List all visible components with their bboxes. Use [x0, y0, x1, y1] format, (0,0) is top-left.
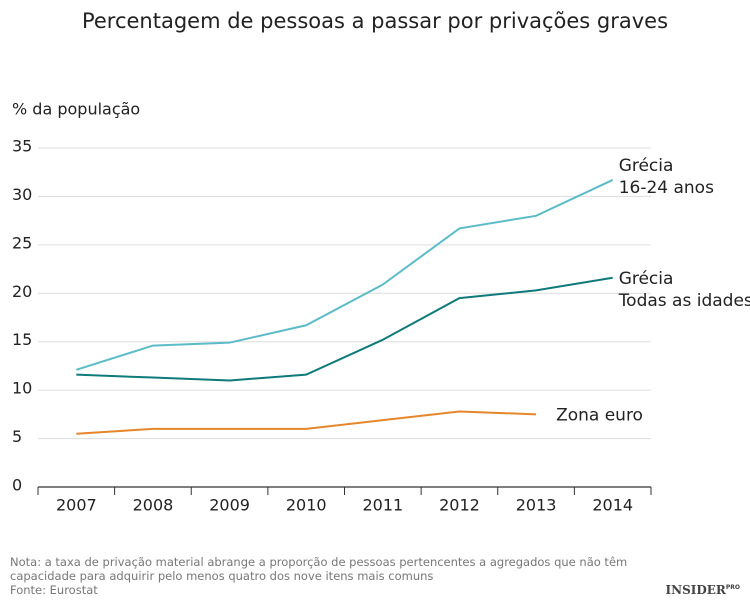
x-tick-label: 2013	[516, 496, 557, 515]
y-tick-label: 30	[12, 185, 32, 204]
x-tick-label: 2008	[133, 496, 174, 515]
series-label-line: 16-24 anos	[619, 178, 714, 198]
brand-suffix: PRO	[725, 584, 740, 591]
x-tick-label: 2011	[362, 496, 403, 515]
series-label: Grécia 16-24 anos	[619, 156, 714, 198]
chart-title: Percentagem de pessoas a passar por priv…	[82, 9, 668, 33]
y-axis-label: % da população	[12, 100, 140, 119]
note: Nota: a taxa de privação material abrang…	[10, 555, 628, 583]
y-tick-label: 0	[12, 476, 22, 495]
series-label: Zona euro	[556, 405, 643, 425]
y-tick-label: 10	[12, 379, 32, 398]
x-tick-label: 2010	[286, 496, 327, 515]
line	[76, 410, 537, 435]
series-label-line: Grécia	[619, 156, 679, 176]
y-tick-label: 15	[12, 330, 32, 349]
series-label-line: Grécia	[619, 269, 679, 289]
brand-name: INSIDER	[665, 583, 726, 597]
brand: INSIDERPRO	[665, 583, 740, 597]
source: Fonte: Eurostat	[10, 583, 98, 597]
y-tick-label: 35	[12, 137, 32, 156]
x-tick-label: 2014	[592, 496, 633, 515]
line	[76, 276, 613, 382]
series-label-line: Todas as idades	[618, 291, 750, 311]
y-tick-label: 25	[12, 233, 32, 252]
x-tick-label: 2012	[439, 496, 480, 515]
y-tick-label: 20	[12, 282, 32, 301]
line	[76, 179, 614, 371]
series-label: Grécia Todas as idades	[618, 269, 750, 311]
x-tick-label: 2009	[209, 496, 250, 515]
footnote: Nota: a taxa de privação material abrang…	[10, 555, 660, 597]
x-tick-label: 2007	[56, 496, 97, 515]
y-tick-label: 5	[12, 427, 22, 446]
